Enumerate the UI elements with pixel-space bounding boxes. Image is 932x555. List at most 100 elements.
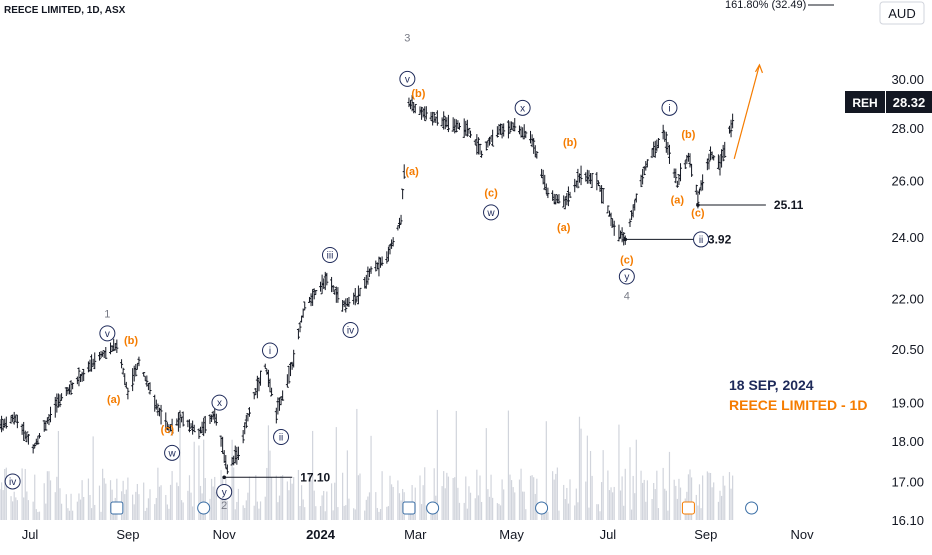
x-tick-label: Jul [22,527,39,542]
volume-bar [127,477,129,520]
volume-bar [337,507,339,520]
volume-bar [730,488,732,520]
volume-bar [26,491,28,520]
volume-bar [223,497,225,520]
volume-bar [5,467,7,520]
volume-bar [122,480,124,520]
volume-bar [135,491,137,520]
volume-bar [578,416,581,520]
volume-bar [496,503,498,520]
wave-circle [618,268,635,285]
volume-bar [92,436,94,520]
volume-bar [353,508,355,520]
volume-bar [619,490,622,520]
volume-bar [553,479,555,520]
volume-bar [60,503,63,520]
volume-bar [386,506,388,520]
volume-bar [72,510,74,520]
volume-bar [215,491,217,520]
x-tick-label: May [499,527,524,542]
volume-bar [555,473,557,520]
wave-label: (c) [691,207,705,219]
volume-bar [231,439,233,520]
wave-label: w [486,208,495,219]
volume-bar [330,483,333,520]
volume-bar [192,506,194,520]
volume-bar [76,501,78,520]
volume-bar [492,497,494,520]
volume-bar [510,480,513,520]
volume-bar [21,468,23,520]
volume-bar [35,509,37,520]
volume-bar [485,428,487,520]
volume-bar [654,489,656,520]
volume-bar [602,450,604,520]
x-tick-label: Jul [600,527,617,542]
wave-label: 3 [404,33,410,45]
volume-bar [90,508,93,520]
wave-label: iv [347,326,354,337]
volume-bar [310,480,312,520]
volume-layer [0,408,734,520]
currency-box[interactable] [879,1,925,25]
volume-bar [138,494,140,520]
volume-bar [367,496,369,520]
volume-bar [291,483,293,520]
volume-bar [634,493,636,520]
wave-label: 4 [624,291,630,303]
volume-bar [466,508,468,520]
volume-bar [302,499,304,520]
volume-bar [441,486,443,520]
volume-bar [158,486,161,520]
wave-labels-layer: 1v(b)(a)(c)ivwxy2iiiiiiiv3v(b)(a)(c)wx(b… [4,33,710,512]
volume-bar [335,427,337,520]
level-label: 17.10 [300,470,330,484]
volume-bar [100,511,102,520]
wave-label: ii [699,235,703,246]
volume-bar [585,481,587,520]
wave-label: w [167,448,176,459]
volume-bar [38,511,41,520]
volume-bar [169,484,172,520]
wave-label: (c) [484,188,498,200]
volume-bar [566,487,568,520]
volume-bar [180,500,183,520]
wave-label: v [105,329,110,340]
volume-bar [612,492,614,520]
volume-bar [444,488,446,520]
volume-bar [34,474,36,520]
volume-bar [632,475,634,520]
volume-bar [105,483,107,520]
fib-label: 161.80% (32.49) [725,0,806,11]
volume-bar [49,480,52,520]
volume-bar [269,450,271,520]
volume-bar [89,495,91,520]
volume-bar [547,511,549,520]
volume-bar [499,505,502,520]
volume-bar [713,482,715,520]
volume-bar [678,478,680,520]
volume-bar [357,475,360,520]
wave-label: (c) [620,255,634,267]
volume-bar [13,491,15,520]
wave-label: 1 [104,308,110,320]
y-tick-label: 22.00 [891,292,924,307]
volume-bar [469,492,472,520]
volume-bar [618,424,620,520]
volume-bar [157,467,159,520]
volume-bar [717,501,720,520]
volume-bar [695,494,697,520]
volume-bar [182,502,184,520]
volume-bar [621,476,623,520]
volume-bar [293,477,295,520]
volume-bar [608,490,611,520]
volume-bar [720,495,723,520]
volume-bar [102,468,104,520]
volume-bar [354,509,356,520]
wave-label: (b) [124,335,138,347]
volume-bar [143,482,145,520]
dividend-marker [535,501,549,515]
volume-bar [282,475,284,520]
volume-bar [629,447,631,520]
